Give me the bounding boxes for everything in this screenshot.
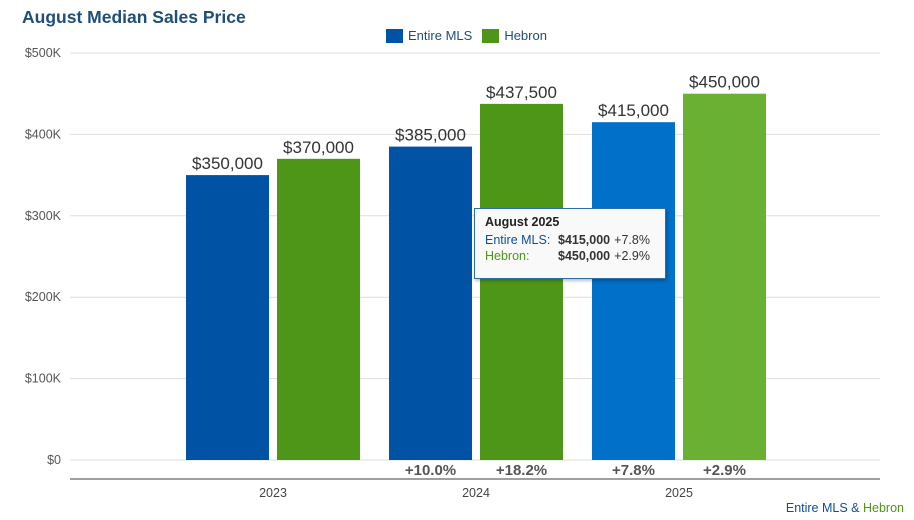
tooltip-value: $415,000 xyxy=(558,233,611,247)
tooltip: August 2025 Entire MLS: $415,000 +7.8% H… xyxy=(474,208,666,279)
tooltip-title: August 2025 xyxy=(485,215,560,229)
footer-credit[interactable]: Entire MLS & Hebron xyxy=(786,501,904,515)
bar[interactable] xyxy=(480,103,563,460)
legend-swatch-hebron xyxy=(482,28,500,43)
bar-value-label: $415,000 xyxy=(598,101,669,120)
tooltip-change: +7.8% xyxy=(614,233,650,247)
x-tick-label: 2023 xyxy=(259,486,287,500)
tooltip-row-hebron: Hebron: $450,000 +2.9% xyxy=(485,249,655,263)
footer-hebron: Hebron xyxy=(863,501,904,515)
bar[interactable] xyxy=(389,146,472,461)
bar-value-label: $450,000 xyxy=(689,73,760,92)
legend-item-hebron[interactable]: Hebron xyxy=(482,28,547,43)
bar-value-label: $350,000 xyxy=(192,154,263,173)
x-tick-label: 2024 xyxy=(462,486,490,500)
y-tick-label: $0 xyxy=(47,453,61,467)
footer-entire-mls: Entire MLS xyxy=(785,501,848,515)
legend: Entire MLS Hebron xyxy=(386,28,557,43)
bar[interactable] xyxy=(683,93,766,460)
tooltip-change: +2.9% xyxy=(614,249,650,263)
bar[interactable] xyxy=(592,122,675,460)
bar[interactable] xyxy=(277,158,360,460)
bar-value-label: $370,000 xyxy=(283,138,354,157)
percent-change-label: +18.2% xyxy=(496,462,547,479)
percent-change-label: +7.8% xyxy=(612,462,655,479)
tooltip-name: Entire MLS: xyxy=(485,233,551,247)
chart-title: August Median Sales Price xyxy=(22,7,246,27)
tooltip-value: $450,000 xyxy=(558,249,611,263)
legend-item-entire-mls[interactable]: Entire MLS xyxy=(386,28,472,43)
bar-value-label: $385,000 xyxy=(395,126,466,145)
y-tick-label: $100K xyxy=(25,372,62,386)
y-tick-label: $500K xyxy=(25,46,62,60)
bar-value-label: $437,500 xyxy=(486,83,557,102)
tooltip-row-entire-mls: Entire MLS: $415,000 +7.8% xyxy=(485,233,655,247)
legend-swatch-entire-mls xyxy=(386,28,403,43)
footer-amp: & xyxy=(847,501,863,515)
percent-change-label: +10.0% xyxy=(405,462,456,479)
bar[interactable] xyxy=(186,175,269,460)
legend-label-hebron: Hebron xyxy=(504,28,547,43)
tooltip-name: Hebron: xyxy=(485,249,530,263)
y-tick-label: $400K xyxy=(25,127,62,141)
x-tick-label: 2025 xyxy=(665,486,693,500)
y-tick-label: $200K xyxy=(25,290,62,304)
percent-change-label: +2.9% xyxy=(703,462,746,479)
legend-label-entire-mls: Entire MLS xyxy=(408,28,473,43)
y-tick-label: $300K xyxy=(25,209,62,223)
